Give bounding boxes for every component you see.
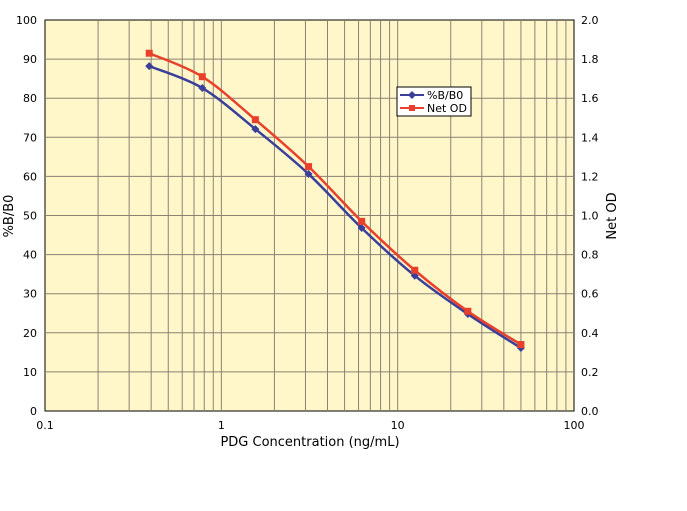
y-tick-label: 40 xyxy=(23,249,37,262)
y2-tick-label: 0.0 xyxy=(581,405,599,418)
y-tick-label: 90 xyxy=(23,53,37,66)
x-tick-label: 0.1 xyxy=(36,419,54,432)
y-tick-label: 80 xyxy=(23,92,37,105)
data-point-bb0 xyxy=(145,62,154,71)
y2-tick-label: 0.2 xyxy=(581,366,599,379)
y-tick-label: 60 xyxy=(23,170,37,183)
data-point-netod xyxy=(411,266,419,274)
series-lines xyxy=(145,49,525,353)
y2-tick-label: 1.0 xyxy=(581,210,599,223)
legend-marker-netod xyxy=(409,105,415,111)
data-point-bb0 xyxy=(198,84,207,93)
y2-tick-label: 1.8 xyxy=(581,53,599,66)
data-point-netod xyxy=(145,49,153,57)
y2-axis-label: Net OD xyxy=(605,192,620,239)
x-tick-label: 1 xyxy=(218,419,225,432)
y-tick-label: 50 xyxy=(23,210,37,223)
x-tick-label: 100 xyxy=(564,419,585,432)
y-axis-label: %B/B0 xyxy=(2,195,17,238)
y-tick-label: 30 xyxy=(23,288,37,301)
y2-tick-label: 1.6 xyxy=(581,92,599,105)
y2-tick-label: 0.4 xyxy=(581,327,599,340)
series-line-1 xyxy=(148,52,522,346)
ticks: 01020304050607080901000.00.20.40.60.81.0… xyxy=(16,14,599,432)
legend: %B/B0 Net OD xyxy=(396,86,472,117)
data-point-netod xyxy=(251,116,259,124)
data-point-netod xyxy=(198,73,206,81)
y-tick-label: 100 xyxy=(16,14,37,27)
legend-label-netod: Net OD xyxy=(427,102,467,115)
legend-label-bb0: %B/B0 xyxy=(427,89,463,102)
data-point-netod xyxy=(305,163,313,171)
y-tick-label: 10 xyxy=(23,366,37,379)
y2-tick-label: 1.4 xyxy=(581,131,599,144)
legend-marker-bb0 xyxy=(408,91,416,99)
y-tick-label: 70 xyxy=(23,131,37,144)
x-tick-label: 10 xyxy=(391,419,405,432)
y-tick-label: 20 xyxy=(23,327,37,340)
y2-tick-label: 1.2 xyxy=(581,170,599,183)
data-point-bb0 xyxy=(304,170,313,179)
data-point-netod xyxy=(464,307,472,315)
y2-tick-label: 0.6 xyxy=(581,288,599,301)
y2-tick-label: 0.8 xyxy=(581,249,599,262)
x-axis-label: PDG Concentration (ng/mL) xyxy=(220,435,399,450)
legend-box xyxy=(396,86,472,117)
series-line-0 xyxy=(148,64,522,350)
data-point-netod xyxy=(517,341,525,349)
y-tick-label: 0 xyxy=(30,405,37,418)
y2-tick-label: 2.0 xyxy=(581,14,599,27)
data-point-bb0 xyxy=(251,125,260,134)
data-point-bb0 xyxy=(357,224,366,233)
data-point-netod xyxy=(358,217,366,225)
grid xyxy=(45,20,574,411)
